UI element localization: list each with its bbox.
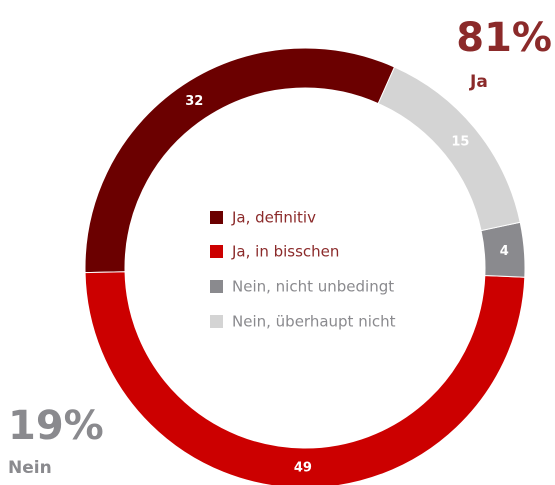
slice — [84, 271, 526, 485]
slice — [377, 66, 521, 232]
legend-swatch — [210, 315, 223, 328]
legend-label: Ja, definitiv — [231, 209, 316, 227]
data-label: 49 — [294, 460, 312, 475]
legend-swatch — [210, 245, 223, 258]
legend-label: Nein, überhaupt nicht — [232, 313, 396, 331]
data-label: 15 — [451, 135, 469, 150]
group-percent: 19% — [8, 403, 104, 449]
legend-label: Nein, nicht unbedingt — [232, 278, 394, 296]
slice — [84, 47, 396, 274]
group-percent: 81% — [456, 15, 552, 61]
legend-label: Ja, in bisschen — [231, 243, 339, 261]
data-label: 32 — [185, 94, 203, 109]
data-label: 4 — [500, 244, 509, 259]
legend-swatch — [210, 211, 223, 224]
group-name: Nein — [8, 458, 52, 478]
group-name: Ja — [469, 72, 488, 92]
legend-swatch — [210, 280, 223, 293]
